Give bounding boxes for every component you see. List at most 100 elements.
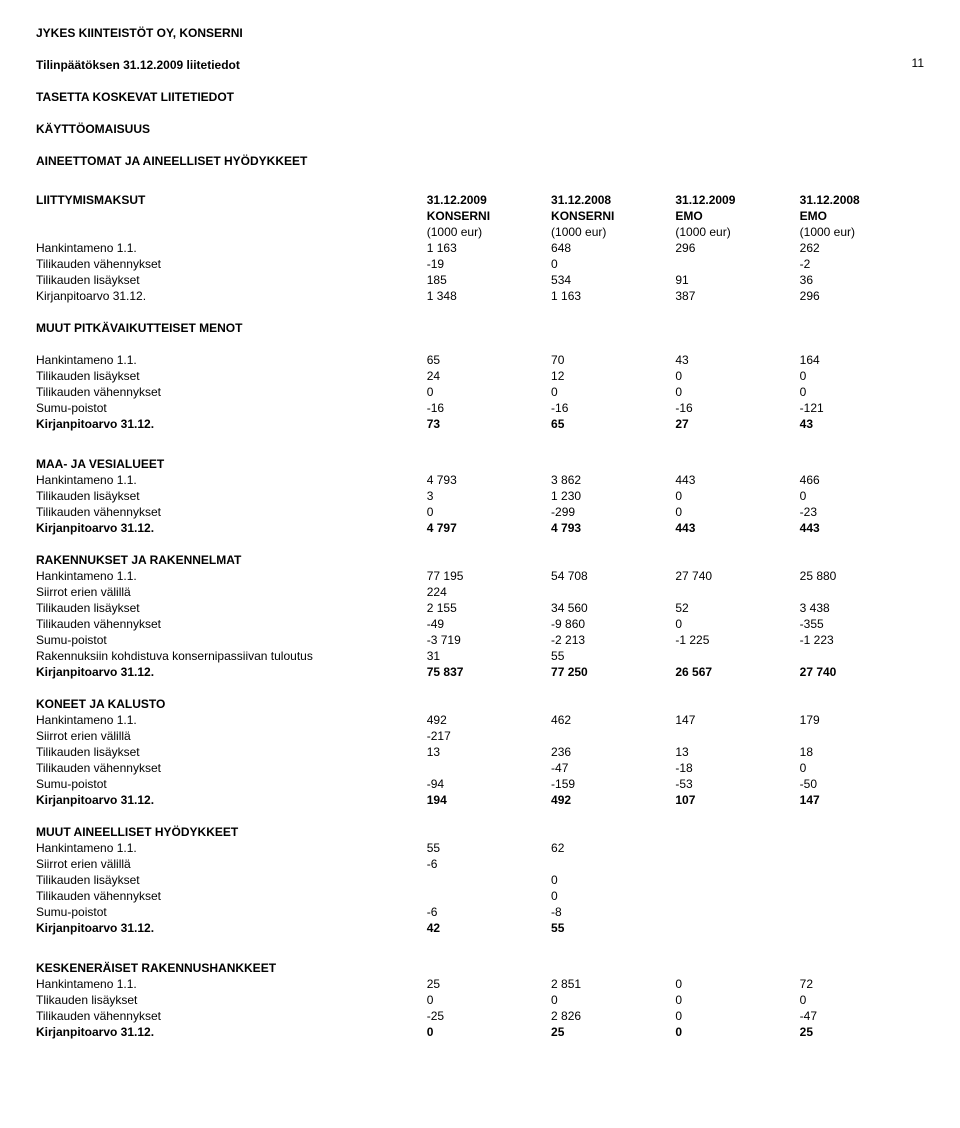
cell: -94: [427, 776, 551, 792]
cell: -299: [551, 504, 675, 520]
table-row: Tilikauden lisäykset132361318: [36, 744, 924, 760]
cell: [675, 648, 799, 664]
cell: -2: [800, 256, 924, 272]
maa-vesi-title: MAA- JA VESIALUEET: [36, 456, 924, 472]
cell: [800, 888, 924, 904]
table-row: Tilikauden vähennykset0000: [36, 384, 924, 400]
liittymis-title: LIITTYMISMAKSUT: [36, 192, 427, 208]
cell: 25 880: [800, 568, 924, 584]
cell: 0: [427, 384, 551, 400]
cell: 77 250: [551, 664, 675, 680]
cell: 25: [427, 976, 551, 992]
cell: 91: [675, 272, 799, 288]
cell: 26 567: [675, 664, 799, 680]
section-header: MAA- JA VESIALUEET: [36, 456, 924, 472]
cell: -53: [675, 776, 799, 792]
cell: -2 213: [551, 632, 675, 648]
table-row: Tilikauden lisäykset0: [36, 872, 924, 888]
cell: 3 438: [800, 600, 924, 616]
table-row: Tilikauden vähennykset-49-9 8600-355: [36, 616, 924, 632]
row-label: Kirjanpitoarvo 31.12.: [36, 416, 427, 432]
table-row: Hankintameno 1.1.77 19554 70827 74025 88…: [36, 568, 924, 584]
row-label: Tilikauden vähennykset: [36, 1008, 427, 1024]
col4-unit: (1000 eur): [800, 224, 924, 240]
row-label: Tilikauden vähennykset: [36, 256, 427, 272]
cell: 55: [427, 840, 551, 856]
row-label: Kirjanpitoarvo 31.12.: [36, 792, 427, 808]
table-row: Tilikauden vähennykset-190-2: [36, 256, 924, 272]
cell: -8: [551, 904, 675, 920]
table-row: Sumu-poistot-94-159-53-50: [36, 776, 924, 792]
row-label: Sumu-poistot: [36, 904, 427, 920]
row-label: Tilikauden lisäykset: [36, 744, 427, 760]
cell: 52: [675, 600, 799, 616]
table-row: Rakennuksiin kohdistuva konsernipassiiva…: [36, 648, 924, 664]
col4-entity: EMO: [800, 208, 924, 224]
table-row: Tilikauden vähennykset-47-180: [36, 760, 924, 776]
cell: 3: [427, 488, 551, 504]
cell: 2 851: [551, 976, 675, 992]
cell: 42: [427, 920, 551, 936]
cell: -16: [551, 400, 675, 416]
cell: [800, 904, 924, 920]
row-label: Tilikauden lisäykset: [36, 872, 427, 888]
cell: [551, 728, 675, 744]
table-row: Tilikauden vähennykset0-2990-23: [36, 504, 924, 520]
cell: 443: [675, 472, 799, 488]
cell: [675, 904, 799, 920]
cell: 2 826: [551, 1008, 675, 1024]
cell: 13: [427, 744, 551, 760]
cell: 236: [551, 744, 675, 760]
table-row: Hankintameno 1.1.492462147179: [36, 712, 924, 728]
cell: 534: [551, 272, 675, 288]
cell: 0: [675, 1008, 799, 1024]
row-label: Siirrot erien välillä: [36, 728, 427, 744]
cell: [675, 888, 799, 904]
table-row: Sumu-poistot-3 719-2 213-1 225-1 223: [36, 632, 924, 648]
cell: 27 740: [800, 664, 924, 680]
row-label: Siirrot erien välillä: [36, 856, 427, 872]
section-aineettomat: AINEETTOMAT JA AINEELLISET HYÖDYKKEET: [36, 154, 924, 168]
section-header: KESKENERÄISET RAKENNUSHANKKEET: [36, 960, 924, 976]
cell: -25: [427, 1008, 551, 1024]
section-kayttoomaisuus: KÄYTTÖOMAISUUS: [36, 122, 924, 136]
row-label: Kirjanpitoarvo 31.12.: [36, 288, 427, 304]
col3-unit: (1000 eur): [675, 224, 799, 240]
muut-aineelliset-title: MUUT AINEELLISET HYÖDYKKEET: [36, 824, 924, 840]
cell: 27 740: [675, 568, 799, 584]
section-header: MUUT PITKÄVAIKUTTEISET MENOT: [36, 320, 924, 336]
cell: 18: [800, 744, 924, 760]
cell: 27: [675, 416, 799, 432]
col-header-row-1: LIITTYMISMAKSUT 31.12.2009 31.12.2008 31…: [36, 192, 924, 208]
cell: [675, 840, 799, 856]
cell: 4 793: [551, 520, 675, 536]
table-row: Sumu-poistot-6-8: [36, 904, 924, 920]
table-row: Sumu-poistot-16-16-16-121: [36, 400, 924, 416]
row-label: Tlikauden lisäykset: [36, 992, 427, 1008]
page-number: 11: [912, 56, 924, 70]
row-label: Siirrot erien välillä: [36, 584, 427, 600]
cell: [675, 856, 799, 872]
cell: 4 797: [427, 520, 551, 536]
cell: -19: [427, 256, 551, 272]
cell: 387: [675, 288, 799, 304]
cell: 0: [800, 992, 924, 1008]
koneet-title: KONEET JA KALUSTO: [36, 696, 924, 712]
cell: 107: [675, 792, 799, 808]
cell: -159: [551, 776, 675, 792]
cell: 185: [427, 272, 551, 288]
cell: 0: [551, 992, 675, 1008]
cell: 25: [800, 1024, 924, 1040]
cell: [800, 648, 924, 664]
cell: [675, 920, 799, 936]
cell: 73: [427, 416, 551, 432]
cell: 43: [675, 352, 799, 368]
table-row: Hankintameno 1.1.252 851072: [36, 976, 924, 992]
table-row: Siirrot erien välillä-217: [36, 728, 924, 744]
table-row: Tilikauden vähennykset0: [36, 888, 924, 904]
cell: 54 708: [551, 568, 675, 584]
muut-pitka-title: MUUT PITKÄVAIKUTTEISET MENOT: [36, 320, 924, 336]
cell: 0: [800, 384, 924, 400]
row-label: Sumu-poistot: [36, 632, 427, 648]
row-label: Hankintameno 1.1.: [36, 240, 427, 256]
